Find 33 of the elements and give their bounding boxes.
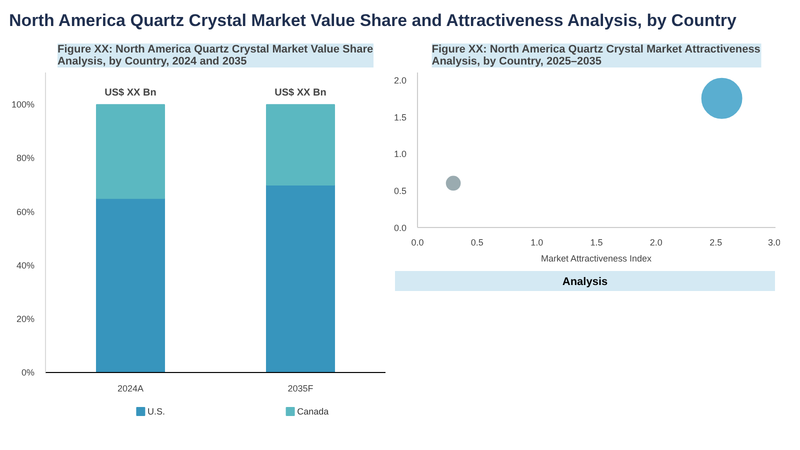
bar bbox=[96, 104, 165, 199]
x-tick-label: 1.0 bbox=[530, 238, 544, 248]
y-tick-label: 0.5 bbox=[394, 186, 407, 196]
annotation: US$ XX Bn bbox=[104, 88, 156, 99]
x-axis-title: Market Attractiveness Index bbox=[540, 254, 652, 264]
annotation: US$ XX Bn bbox=[274, 88, 326, 99]
x-tick-label: 2035F bbox=[288, 384, 314, 394]
text: Analysis bbox=[562, 275, 608, 290]
y-tick-label: 0.0 bbox=[394, 223, 407, 233]
legend-label: U.S. bbox=[148, 406, 166, 416]
y-tick-label: 60% bbox=[16, 206, 34, 217]
y-tick-label: 20% bbox=[16, 314, 34, 324]
x-tick-label: 0.0 bbox=[411, 238, 424, 248]
x-tick-label: 3.0 bbox=[768, 238, 781, 248]
x-tick-label: 1.5 bbox=[590, 238, 603, 248]
x-tick-label: 0.5 bbox=[470, 238, 484, 248]
y-tick-label: 2.0 bbox=[394, 75, 407, 86]
y-tick-label: 1.0 bbox=[394, 149, 407, 160]
y-tick-label: 40% bbox=[16, 260, 34, 270]
chart-title: Figure XX: North America Quartz Crystal Market Attractiveness Analysis, by Country, 2025–2035 bbox=[432, 44, 760, 68]
x-tick-label: 2.5 bbox=[710, 238, 722, 248]
y-tick-label: 80% bbox=[16, 153, 34, 164]
x-tick-label: 2024A bbox=[117, 384, 144, 394]
chart-title: Figure XX: North America Quartz Crystal Market Value Share Analysis, by Country, 2024 and 2035 bbox=[57, 44, 374, 68]
bar bbox=[96, 198, 165, 372]
y-tick-label: 1.5 bbox=[394, 112, 407, 122]
bar bbox=[266, 184, 335, 372]
y-tick-label: 0% bbox=[21, 368, 35, 378]
x-tick-label: 2.0 bbox=[650, 238, 662, 248]
text: North America Quartz Crystal Market Value Share and Attractiveness Analysis, by Country bbox=[9, 10, 736, 32]
bar bbox=[266, 104, 335, 186]
legend-label: Canada bbox=[297, 406, 329, 416]
y-tick-label: 100% bbox=[11, 100, 35, 110]
